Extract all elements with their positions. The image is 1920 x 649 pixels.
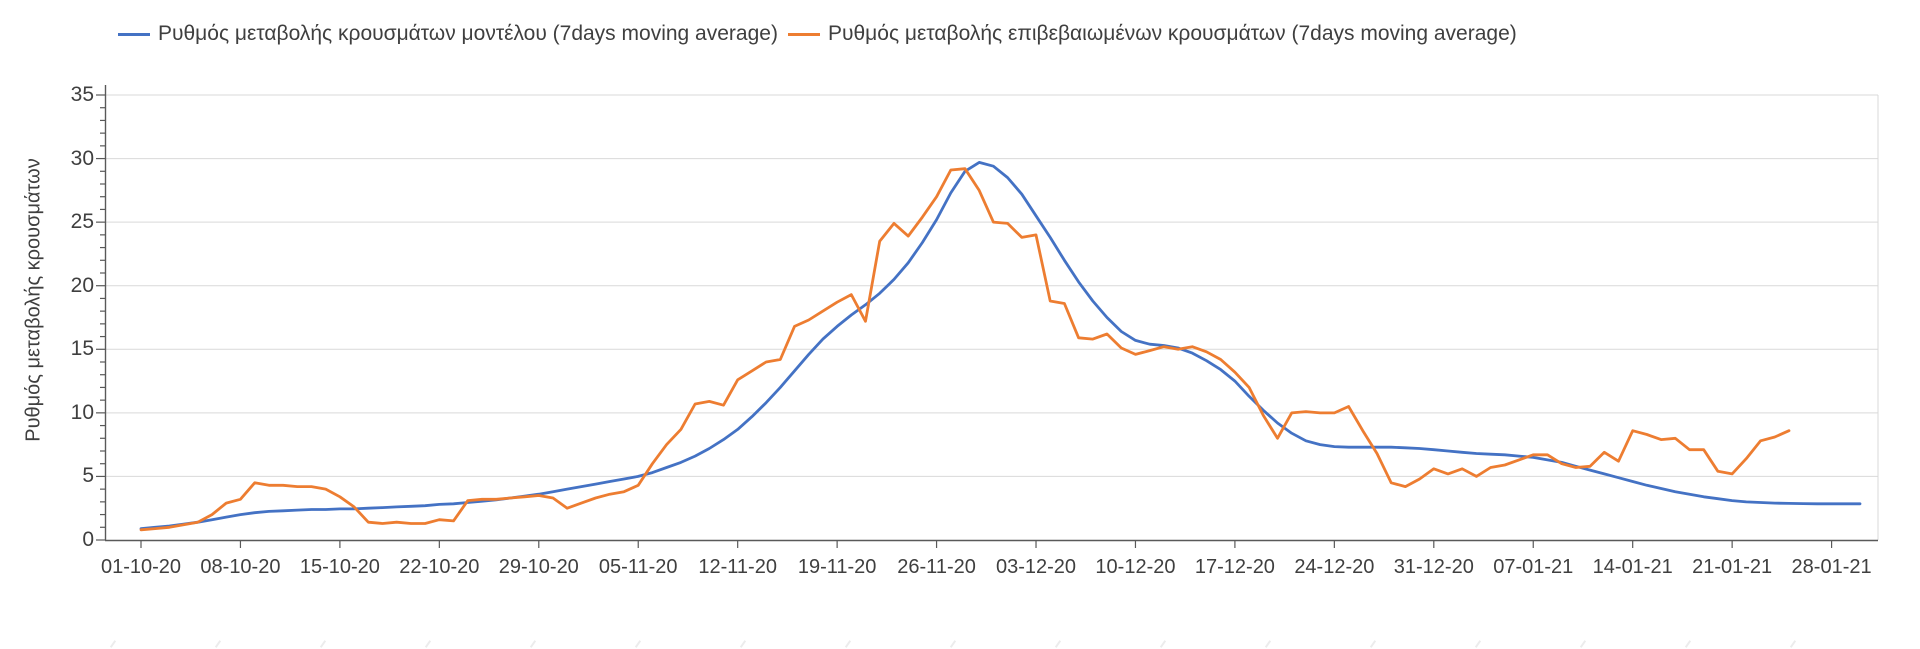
x-tick-label: 31-12-20: [1393, 556, 1474, 578]
plot-area: [96, 85, 1879, 548]
y-tick-label: 5: [82, 464, 94, 488]
x-tick-label: 17-12-20: [1194, 556, 1275, 578]
cropped-text-mark: [214, 640, 222, 648]
series-line-model: [139, 161, 1862, 531]
cropped-text-mark: [1579, 640, 1587, 648]
legend-item-confirmed: Ρυθμός μεταβολής επιβεβαιωμένων κρουσμάτ…: [788, 22, 1517, 46]
cropped-text-mark: [529, 640, 537, 648]
legend-item-model: Ρυθμός μεταβολής κρουσμάτων μοντέλου (7d…: [118, 22, 778, 46]
x-tick-label: 12-11-20: [698, 556, 777, 578]
cropped-text-mark: [1264, 640, 1272, 648]
cropped-text-mark: [844, 640, 852, 648]
y-tick-label: 20: [70, 273, 94, 297]
y-tick-label: 15: [70, 337, 94, 361]
x-tick-label: 01-10-20: [100, 556, 182, 578]
cropped-text-mark: [109, 640, 117, 648]
x-tick-label: 10-12-20: [1095, 556, 1176, 578]
x-tick-label: 19-11-20: [797, 556, 877, 578]
cropped-text-mark: [1789, 640, 1797, 648]
y-tick-label: 25: [70, 210, 94, 234]
y-tick-label: 30: [70, 146, 94, 170]
x-tick-label: 26-11-20: [897, 556, 976, 578]
x-tick-label: 29-10-20: [498, 556, 579, 578]
cropped-text-mark: [1159, 640, 1167, 648]
x-tick-label: 15-10-20: [299, 556, 380, 578]
x-tick-label: 07-01-21: [1493, 556, 1574, 578]
x-tick-label: 14-01-21: [1592, 556, 1673, 578]
series-line-confirmed: [139, 167, 1791, 532]
x-tick-label: 08-10-20: [200, 556, 281, 578]
legend-line-marker-orange: [788, 32, 820, 36]
x-tick-label: 21-01-21: [1692, 556, 1773, 578]
legend-label-confirmed: Ρυθμός μεταβολής επιβεβαιωμένων κρουσμάτ…: [828, 22, 1517, 45]
legend-label-model: Ρυθμός μεταβολής κρουσμάτων μοντέλου (7d…: [158, 22, 778, 45]
cropped-text-mark: [634, 640, 642, 648]
cropped-text-mark: [424, 640, 432, 648]
cropped-text-mark: [1369, 640, 1377, 648]
y-tick-label: 10: [70, 400, 94, 424]
x-tick-label: 03-12-20: [995, 556, 1077, 578]
cropped-text-mark: [319, 640, 327, 648]
x-tick-label: 28-01-21: [1791, 556, 1872, 578]
cropped-text-mark: [1684, 640, 1692, 648]
cropped-text-mark: [1054, 640, 1062, 648]
cropped-text-mark: [1474, 640, 1482, 648]
x-tick-label: 05-11-20: [598, 556, 678, 578]
x-tick-label: 24-12-20: [1294, 556, 1375, 578]
legend-line-marker-blue: [118, 32, 150, 36]
cropped-text-mark: [949, 640, 957, 648]
cropped-text-mark: [739, 640, 747, 648]
y-tick-label: 35: [70, 83, 94, 106]
legend: Ρυθμός μεταβολής κρουσμάτων μοντέλου (7d…: [0, 0, 1920, 60]
x-tick-label: 22-10-20: [399, 556, 480, 578]
y-tick-label: 0: [82, 528, 94, 551]
